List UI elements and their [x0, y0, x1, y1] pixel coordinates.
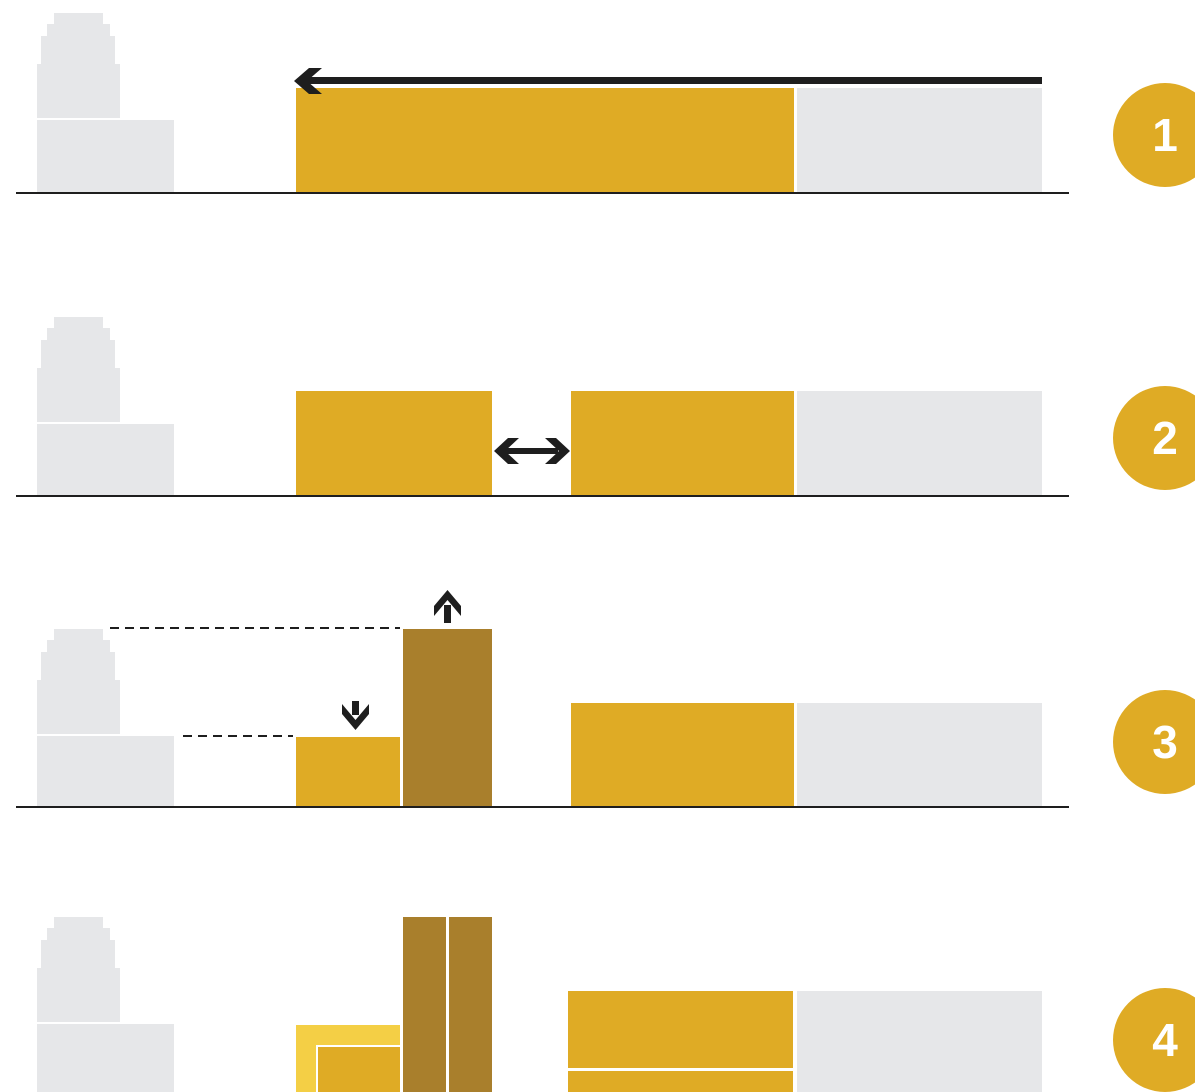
step-badge: 1 — [1113, 83, 1195, 187]
step-badge: 4 — [1113, 988, 1195, 1092]
tower-mass-pair — [403, 917, 492, 1092]
existing-adjacent-block — [797, 991, 1042, 1092]
step-1-panel: 1 — [16, 13, 1195, 194]
step-number: 3 — [1152, 716, 1178, 768]
left-arrow — [294, 68, 1042, 94]
ground-line — [16, 806, 1069, 808]
step-badge: 3 — [1113, 690, 1195, 794]
ground-line — [16, 192, 1069, 194]
lowered-mass-block — [296, 737, 400, 806]
step-4-panel: 4 — [37, 917, 1195, 1092]
tower-mass-block — [403, 629, 492, 806]
terraced-mass-block — [296, 1025, 400, 1092]
existing-building — [37, 13, 174, 192]
existing-building — [37, 629, 174, 806]
new-mass-block — [296, 88, 794, 192]
down-arrow — [342, 701, 369, 730]
step-number: 1 — [1152, 109, 1178, 161]
step-2-panel: 2 — [16, 317, 1195, 497]
step-3-panel: 3 — [16, 590, 1195, 808]
ground-line — [16, 495, 1069, 497]
existing-building — [37, 317, 174, 495]
up-arrow — [434, 590, 461, 623]
new-mass-block-left — [296, 391, 492, 495]
step-number: 2 — [1152, 412, 1178, 464]
new-mass-block-right — [571, 391, 794, 495]
double-arrow — [494, 438, 570, 464]
existing-adjacent-block — [797, 88, 1042, 192]
existing-building — [37, 917, 174, 1092]
existing-adjacent-block — [797, 703, 1042, 806]
step-badge: 2 — [1113, 386, 1195, 490]
new-mass-block-right — [571, 703, 794, 806]
new-mass-block-right — [568, 991, 793, 1092]
step-number: 4 — [1152, 1014, 1178, 1066]
existing-adjacent-block — [797, 391, 1042, 495]
